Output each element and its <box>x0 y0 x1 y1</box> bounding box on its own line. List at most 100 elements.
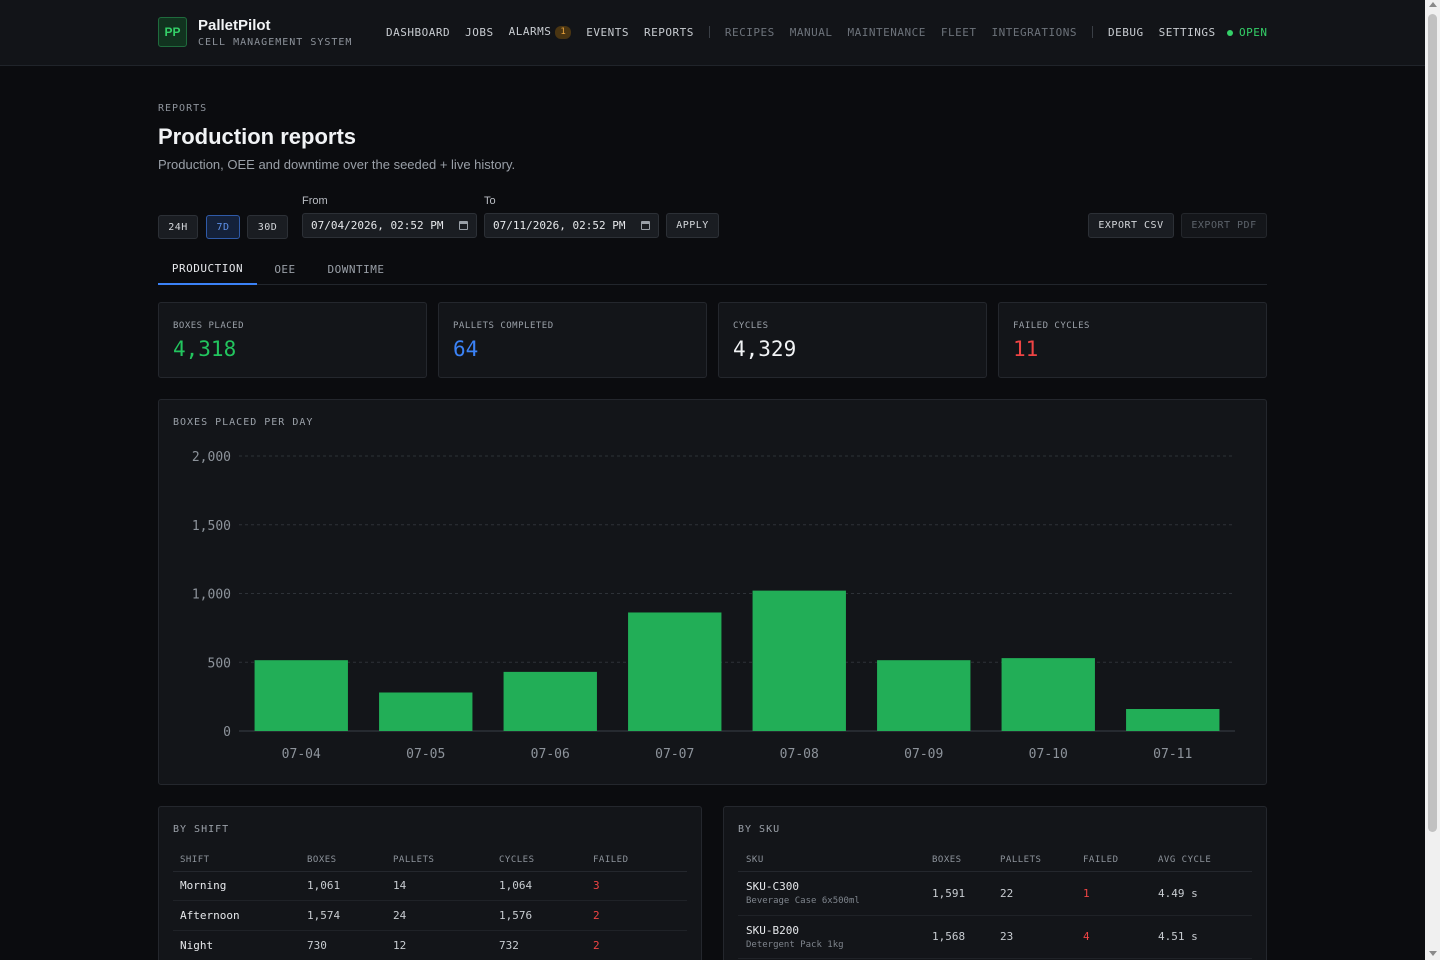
kpi-label: FAILED CYCLES <box>1013 321 1090 331</box>
table-cell: 4.51 s <box>1158 915 1252 959</box>
export-csv-button[interactable]: EXPORT CSV <box>1088 213 1174 238</box>
nav-item-label: FLEET <box>940 25 977 39</box>
bar-07-08 <box>752 590 846 731</box>
by-shift-table: SHIFT BOXES PALLETS CYCLES FAILED Mornin… <box>173 849 687 960</box>
nav-item-label: DEBUG <box>1107 25 1144 39</box>
table-cell: 23 <box>1000 915 1083 959</box>
connection-status: OPEN <box>1227 26 1268 39</box>
table-row[interactable]: SKU-C300 Beverage Case 6x500ml 1,591 22 … <box>738 871 1252 916</box>
to-label: To <box>484 195 496 207</box>
report-tabs: PRODUCTION OEE DOWNTIME <box>158 254 1267 285</box>
table-row[interactable]: Night 730 12 732 2 <box>173 930 687 960</box>
nav-item-alarms[interactable]: ALARMS 1 <box>509 25 572 39</box>
tab-production[interactable]: PRODUCTION <box>158 254 257 285</box>
apply-button[interactable]: APPLY <box>666 213 719 238</box>
status-label: OPEN <box>1239 26 1268 39</box>
column-header: FAILED <box>1083 849 1158 872</box>
nav-item-label: REPORTS <box>644 25 694 39</box>
bar-07-10 <box>1001 658 1095 731</box>
breadcrumb: REPORTS <box>158 103 208 114</box>
nav-item-settings[interactable]: SETTINGS <box>1159 26 1216 39</box>
nav-item-dashboard[interactable]: DASHBOARD <box>386 26 450 39</box>
table-cell: 1,568 <box>932 915 1000 959</box>
tab-oee[interactable]: OEE <box>274 263 296 276</box>
table-row[interactable]: SKU-B200 Detergent Pack 1kg 1,568 23 4 4… <box>738 915 1252 959</box>
main-nav: DASHBOARD JOBS ALARMS 1 EVENTS REPORTS RECIPES… <box>386 24 1231 40</box>
nav-item-label: JOBS <box>465 25 494 39</box>
chart-title: BOXES PLACED PER DAY <box>173 417 314 428</box>
scroll-up-icon[interactable] <box>1429 2 1437 7</box>
kpi-value: 4,329 <box>733 337 797 361</box>
scroll-down-icon[interactable] <box>1429 951 1437 956</box>
nav-item-fleet[interactable]: FLEET <box>941 26 977 39</box>
nav-item-reports[interactable]: REPORTS <box>644 26 694 39</box>
table-cell: 1,064 <box>499 871 593 901</box>
from-label: From <box>302 195 328 207</box>
table-row[interactable]: Morning 1,061 14 1,064 3 <box>173 871 687 901</box>
from-date-input[interactable]: 07/04/2026, 02:52 PM <box>302 213 477 238</box>
by-shift-panel: BY SHIFT SHIFT BOXES PALLETS CYCLES FAIL… <box>158 806 702 960</box>
export-pdf-button[interactable]: EXPORT PDF <box>1181 213 1267 238</box>
table-cell: 4 <box>1083 915 1158 959</box>
tab-downtime[interactable]: DOWNTIME <box>327 263 385 276</box>
nav-item-manual[interactable]: MANUAL <box>790 26 833 39</box>
nav-item-label: INTEGRATIONS <box>991 25 1077 39</box>
table-header-row: SKU BOXES PALLETS FAILED AVG CYCLE <box>738 849 1252 872</box>
to-date-value: 07/11/2026, 02:52 PM <box>493 219 626 232</box>
page-subtitle: Production, OEE and downtime over the se… <box>158 157 516 172</box>
x-tick-label: 07-11 <box>1153 747 1192 762</box>
nav-item-label: SETTINGS <box>1158 25 1216 39</box>
nav-item-label: EVENTS <box>586 25 630 39</box>
page-scrollbar[interactable] <box>1425 0 1440 960</box>
table-cell: 1,576 <box>499 900 593 931</box>
nav-item-maintenance[interactable]: MAINTENANCE <box>848 26 926 39</box>
x-tick-label: 07-09 <box>904 747 943 762</box>
table-cell: 14 <box>393 871 499 901</box>
nav-item-label: RECIPES <box>724 25 775 39</box>
table-cell: 1,591 <box>932 871 1000 916</box>
calendar-icon[interactable] <box>459 221 468 230</box>
column-header: AVG CYCLE <box>1158 849 1252 872</box>
table-cell: 12 <box>393 930 499 960</box>
kpi-label: CYCLES <box>733 321 769 331</box>
range-7d-button[interactable]: 7D <box>206 215 240 239</box>
column-header: SKU <box>738 849 932 872</box>
nav-item-label: MANUAL <box>789 25 833 39</box>
table-header-row: SHIFT BOXES PALLETS CYCLES FAILED <box>173 849 687 872</box>
table-cell: 732 <box>499 930 593 960</box>
nav-item-debug[interactable]: DEBUG <box>1108 26 1144 39</box>
range-30d-button[interactable]: 30D <box>247 215 288 239</box>
x-tick-label: 07-07 <box>655 747 694 762</box>
kpi-value: 4,318 <box>173 337 237 361</box>
bar-07-09 <box>877 660 971 731</box>
to-date-input[interactable]: 07/11/2026, 02:52 PM <box>484 213 659 238</box>
nav-item-integrations[interactable]: INTEGRATIONS <box>991 26 1076 39</box>
table-cell: 2 <box>593 900 687 931</box>
calendar-icon[interactable] <box>641 221 650 230</box>
table-cell: 730 <box>307 930 393 960</box>
boxes-per-day-panel: BOXES PLACED PER DAY 0 500 1,000 1,500 2,000… <box>158 399 1267 785</box>
bar-07-05 <box>379 692 473 731</box>
nav-separator <box>1091 26 1093 38</box>
by-sku-title: BY SKU <box>738 824 781 835</box>
kpi-label: PALLETS COMPLETED <box>453 321 554 331</box>
kpi-pallets-completed: PALLETS COMPLETED 64 <box>438 302 707 378</box>
kpi-value: 64 <box>453 337 479 361</box>
column-header: CYCLES <box>499 849 593 872</box>
nav-item-recipes[interactable]: RECIPES <box>725 26 775 39</box>
x-tick-label: 07-05 <box>406 747 445 762</box>
bar-07-06 <box>503 671 597 731</box>
sku-code: SKU-B200 <box>746 923 799 937</box>
nav-item-events[interactable]: EVENTS <box>586 26 629 39</box>
scroll-thumb[interactable] <box>1428 14 1437 832</box>
brand-name: PalletPilot <box>198 17 271 34</box>
column-header: BOXES <box>307 849 393 872</box>
column-header: FAILED <box>593 849 687 872</box>
table-row[interactable]: Afternoon 1,574 24 1,576 2 <box>173 900 687 931</box>
brand-subtitle: CELL MANAGEMENT SYSTEM <box>198 37 353 48</box>
brand-logo[interactable]: PP <box>158 17 187 47</box>
bar-07-04 <box>254 660 348 731</box>
nav-item-jobs[interactable]: JOBS <box>465 26 494 39</box>
kpi-value: 11 <box>1013 337 1039 361</box>
range-24h-button[interactable]: 24H <box>158 215 198 239</box>
